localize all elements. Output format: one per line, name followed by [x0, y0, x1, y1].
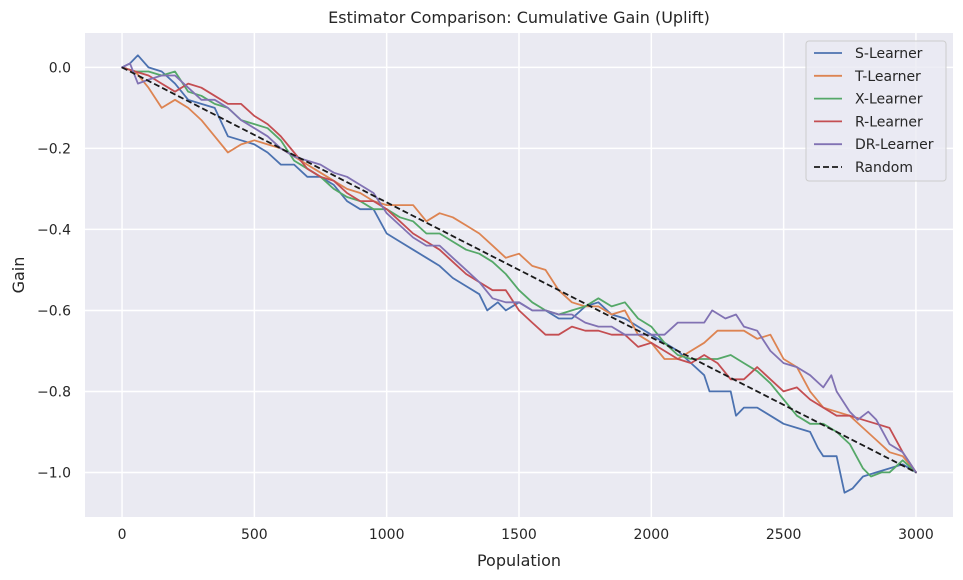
chart-title: Estimator Comparison: Cumulative Gain (U…: [328, 8, 710, 27]
x-tick-label: 0: [118, 527, 127, 543]
series-line-t-learner: [121, 66, 917, 474]
legend-label: S-Learner: [855, 46, 923, 62]
tick-labels: 0 500 1000 1500 2000 2500 3000 0.0 −0.2 −0.4 −0.6 −…: [37, 60, 934, 543]
x-tick-label: 1500: [501, 527, 537, 543]
x-tick-label: 2000: [633, 527, 669, 543]
series-lines: [121, 54, 917, 494]
y-tick-label: −0.4: [37, 222, 71, 238]
legend-label: T-Learner: [854, 69, 921, 85]
legend: S-Learner T-Learner X-Learner R-Learner DR-L…: [805, 40, 947, 182]
series-line-x-learner: [121, 66, 917, 478]
legend-label: X-Learner: [855, 92, 923, 108]
y-axis-label: Gain: [9, 257, 28, 294]
series-line-random: [121, 66, 917, 474]
y-tick-label: −0.8: [37, 384, 71, 400]
series-line-dr-learner: [121, 62, 917, 474]
x-tick-label: 1000: [369, 527, 405, 543]
series-line-r-learner: [121, 66, 917, 474]
x-tick-label: 500: [241, 527, 268, 543]
legend-label: Random: [855, 160, 913, 176]
legend-label: DR-Learner: [855, 137, 934, 153]
x-tick-label: 2500: [766, 527, 802, 543]
y-tick-label: −1.0: [37, 465, 71, 481]
x-axis-label: Population: [477, 551, 561, 570]
legend-label: R-Learner: [855, 114, 923, 130]
x-tick-label: 3000: [898, 527, 934, 543]
y-tick-label: 0.0: [49, 60, 71, 76]
y-tick-label: −0.2: [37, 141, 71, 157]
y-tick-label: −0.6: [37, 303, 71, 319]
